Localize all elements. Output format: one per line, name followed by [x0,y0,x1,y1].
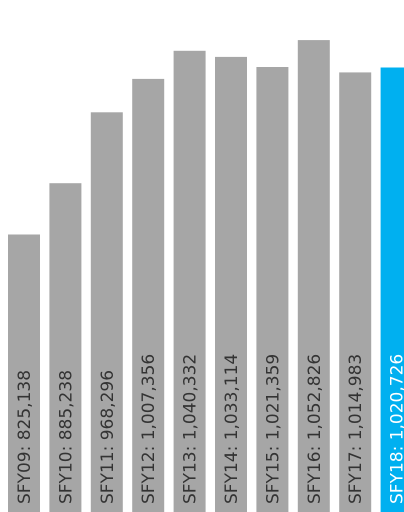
bar-sfy16 [297,40,330,512]
bar-label-sfy13: SFY13: 1,040,332 [181,354,201,504]
bar-label-sfy18: SFY18: 1,020,726 [388,354,404,504]
bar-sfy14 [215,56,247,512]
bar-labels-group: SFY09: 825,138 SFY10: 885,238 SFY11: 968,2… [15,354,404,504]
bar-label-sfy12: SFY12: 1,007,356 [139,354,159,504]
bar-label-sfy16: SFY16: 1,052,826 [305,354,325,504]
bar-label-sfy10: SFY10: 885,238 [56,370,76,504]
bar-sfy17 [339,72,372,512]
bar-label-sfy09: SFY09: 825,138 [15,370,35,504]
bar-label-sfy14: SFY14: 1,033,114 [222,354,242,504]
bar-sfy18 [380,67,404,512]
bar-label-sfy17: SFY17: 1,014,983 [346,354,366,504]
bar-label-sfy11: SFY11: 968,296 [98,370,118,504]
bars-group [8,40,404,512]
bar-sfy11 [90,112,123,512]
bar-sfy09 [8,234,40,512]
bar-sfy13 [173,50,206,512]
bar-label-sfy15: SFY15: 1,021,359 [263,354,283,504]
bar-sfy15 [256,67,289,512]
bar-sfy12 [132,78,165,512]
bar-sfy10 [49,183,82,512]
